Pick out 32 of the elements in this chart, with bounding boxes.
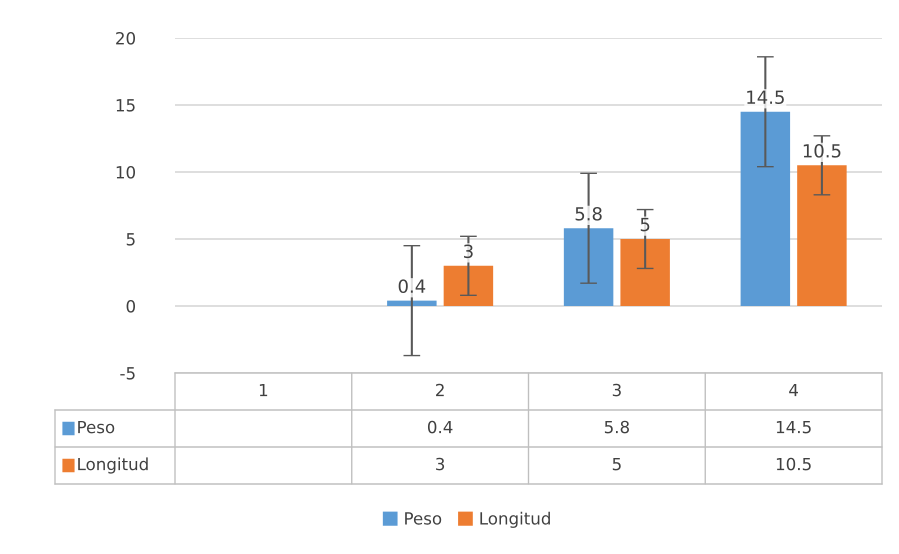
data-label: 3 <box>464 244 473 258</box>
y-tick-label: -5 <box>120 367 135 380</box>
text: 3 <box>436 458 444 470</box>
x-tick-label: 3 <box>612 384 621 396</box>
x-tick-label: 4 <box>789 384 798 396</box>
text: 5.8 <box>604 420 629 434</box>
bar <box>564 228 614 306</box>
legend-label: Longitud <box>480 512 550 528</box>
data-label: 5.8 <box>576 206 602 221</box>
bar <box>797 165 847 306</box>
bar <box>387 300 437 306</box>
data-label: 14.5 <box>747 90 784 104</box>
y-tick-label: 5 <box>126 233 135 246</box>
x-tick-label: 2 <box>436 384 444 396</box>
text: Peso <box>78 420 114 434</box>
data-label: 10.5 <box>804 144 840 158</box>
x-tick-label: 1 <box>260 384 268 396</box>
text: 10.5 <box>776 458 811 470</box>
text: 0.4 <box>428 420 452 434</box>
bar <box>444 266 494 306</box>
y-tick-label: 20 <box>116 32 136 45</box>
data-label: 0.4 <box>398 279 426 293</box>
text: Longitud <box>78 457 148 474</box>
bar <box>740 112 790 306</box>
legend-label: Peso <box>405 512 442 525</box>
y-tick-label: 15 <box>116 99 135 112</box>
text: 14.5 <box>776 420 811 434</box>
data-label: 5 <box>640 218 650 232</box>
text: 5 <box>612 458 621 470</box>
y-tick-label: 10 <box>116 166 136 179</box>
bar <box>620 239 670 306</box>
y-tick-label: 0 <box>126 300 136 313</box>
